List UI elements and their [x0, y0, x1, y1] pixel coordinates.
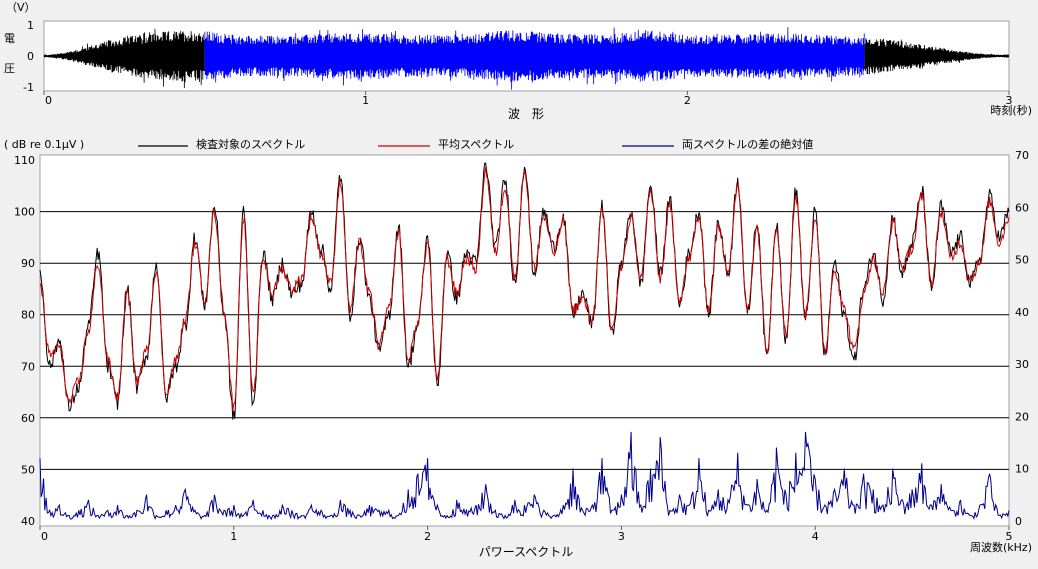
spectrum-left-tick-label: 110 [14, 154, 35, 167]
spectrum-left-axis: 110 100 90 80 70 60 50 40 [14, 154, 35, 528]
spectrum-left-tick-label: 100 [14, 206, 35, 219]
spectrum-title: パワースペクトル [479, 545, 574, 559]
waveform-xtick-label: 3 [1006, 94, 1013, 107]
spectrum-gridlines [40, 211, 1009, 470]
waveform-ytick-neg1: -1 [23, 81, 34, 94]
waveform-ylabel-char-1: 電 [4, 32, 15, 45]
spectrum-xtick-label: 3 [618, 530, 625, 543]
waveform-title: 波 形 [508, 107, 544, 121]
legend-label-average: 平均スペクトル [438, 138, 514, 151]
spectrum-xtick-label: 1 [230, 530, 237, 543]
spectrum-xtick-label: 2 [424, 530, 431, 543]
waveform-outer-trace [43, 28, 1010, 89]
spectrum-left-tick-label: 90 [21, 257, 35, 270]
spectrum-x-axis: 0 1 2 3 4 5 [39, 526, 1013, 543]
spectrum-left-tick-label: 70 [21, 360, 35, 373]
waveform-xtick-label: 0 [45, 94, 52, 107]
spectrum-left-unit-label: ( dB re 0.1μV ) [4, 138, 84, 151]
spectrum-right-tick-label: 0 [1015, 515, 1022, 528]
spectrum-right-tick-label: 70 [1015, 149, 1029, 162]
waveform-inner-trace [204, 27, 865, 90]
waveform-ytick-0: 0 [27, 50, 34, 63]
spectrum-left-tick-label: 40 [21, 515, 35, 528]
waveform-chart: （V） 電 圧 1 0 -1 0 1 2 3 波 形 時刻(秒) [4, 1, 1032, 121]
waveform-x-axis: 0 1 2 3 [43, 91, 1013, 107]
spectrum-left-tick-label: 50 [21, 463, 35, 476]
spectrum-xtick-label: 4 [812, 530, 819, 543]
spectrum-right-tick-label: 60 [1015, 201, 1029, 214]
spectrum-right-tick-label: 40 [1015, 306, 1029, 319]
spectrum-legend: 検査対象のスペクトル 平均スペクトル 両スペクトルの差の絶対値 [138, 137, 813, 151]
spectrum-plot-area [39, 154, 1010, 527]
waveform-ytick-1: 1 [27, 19, 34, 32]
waveform-unit-label: （V） [6, 1, 36, 14]
spectrum-right-tick-label: 10 [1015, 463, 1029, 476]
spectrum-xtick-label: 0 [41, 530, 48, 543]
waveform-xtick-label: 2 [684, 94, 691, 107]
average-series-line [39, 166, 1010, 411]
spectrum-left-tick-label: 60 [21, 412, 35, 425]
difference-series-line [39, 431, 1010, 521]
spectrum-right-tick-label: 30 [1015, 358, 1029, 371]
spectrum-right-axis: 70 60 50 40 30 20 10 0 [1015, 149, 1029, 528]
legend-label-spectrum: 検査対象のスペクトル [196, 137, 305, 151]
legend-label-difference: 両スペクトルの差の絶対値 [682, 137, 813, 151]
spectrum-chart: ( dB re 0.1μV ) 検査対象のスペクトル 平均スペクトル 両スペクト… [4, 137, 1032, 559]
spectrum-xtick-label: 5 [1006, 530, 1013, 543]
spectrum-right-tick-label: 50 [1015, 254, 1029, 267]
waveform-xlabel: 時刻(秒) [990, 103, 1032, 117]
spectrum-right-tick-label: 20 [1015, 410, 1029, 423]
spectrum-left-tick-label: 80 [21, 309, 35, 322]
spectrum-xlabel: 周波数(kHz) [970, 541, 1032, 554]
waveform-xtick-label: 1 [362, 94, 369, 107]
waveform-ylabel-char-2: 圧 [4, 62, 15, 75]
